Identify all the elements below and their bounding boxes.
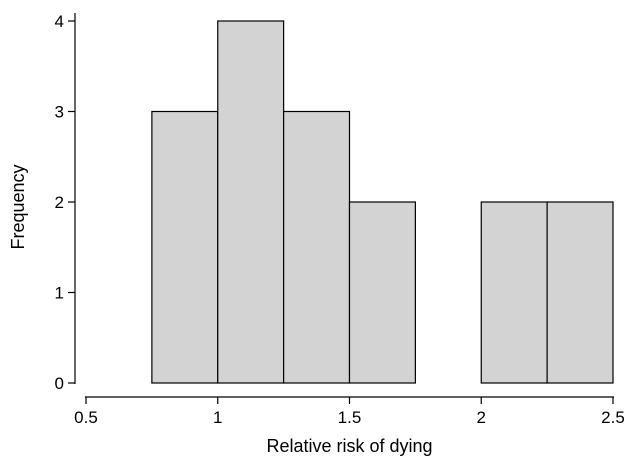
- y-tick-label-2: 2: [55, 193, 64, 212]
- x-tick-label-1: 1: [213, 408, 222, 427]
- y-tick-label-1: 1: [55, 284, 64, 303]
- y-ticks-group: 0 1 2 3 4: [55, 12, 75, 393]
- x-axis-title: Relative risk of dying: [266, 436, 432, 456]
- x-tick-label-3: 2: [477, 408, 486, 427]
- histogram-bar-0: [151, 110, 219, 384]
- x-tick-label-0: 0.5: [74, 408, 98, 427]
- bars-group: [151, 20, 614, 384]
- x-tick-label-4: 2.5: [601, 408, 625, 427]
- histogram-bar-2: [283, 110, 351, 384]
- histogram-bar-1: [217, 20, 285, 384]
- histogram-bar-3: [348, 201, 416, 384]
- y-axis-title: Frequency: [8, 164, 28, 249]
- y-tick-label-4: 4: [55, 12, 64, 31]
- x-ticks-group: 0.5 1 1.5 2 2.5: [74, 397, 625, 427]
- histogram-bar-5: [546, 201, 614, 384]
- x-tick-label-2: 1.5: [338, 408, 362, 427]
- histogram-bar-4: [480, 201, 548, 384]
- y-tick-label-3: 3: [55, 103, 64, 122]
- y-tick-label-0: 0: [55, 374, 64, 393]
